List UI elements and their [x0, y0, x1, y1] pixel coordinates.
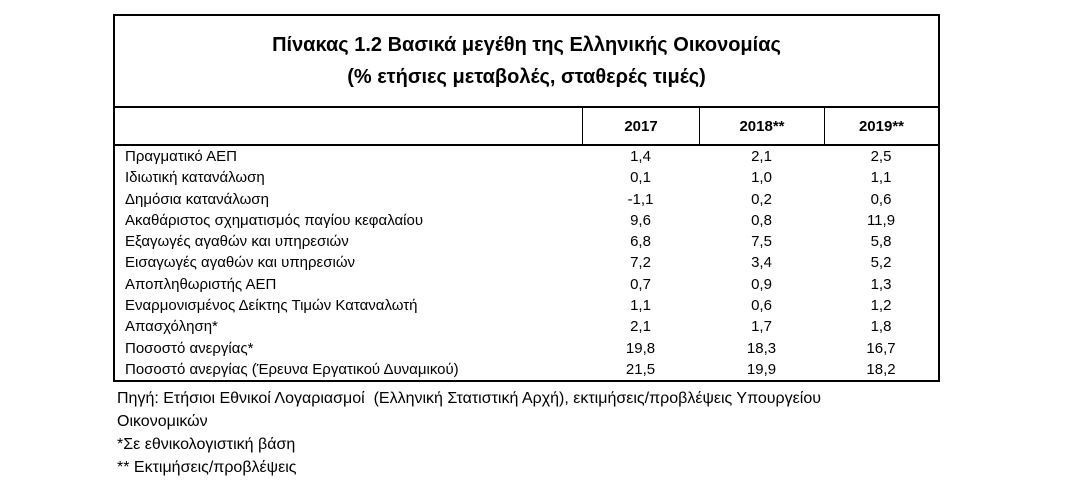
- footnote-single-asterisk: *Σε εθνικολογιστική βάση: [117, 436, 296, 453]
- row-value-2019: 16,7: [866, 339, 896, 357]
- row-value-2018: 7,5: [751, 233, 772, 251]
- row-value-2017: 6,8: [630, 233, 651, 251]
- row-label: Ποσοστό ανεργίας (Έρευνα Εργατικού Δυναμ…: [125, 360, 459, 378]
- table-row: Εισαγωγές αγαθών και υπηρεσιών 7,2 3,4 5…: [115, 252, 938, 273]
- header-cell-2018: 2018**: [699, 108, 824, 144]
- row-label: Πραγματικό ΑΕΠ: [125, 148, 237, 166]
- table-body: Πραγματικό ΑΕΠ 1,4 2,1 2,5 Ιδιωτική κατα…: [115, 146, 938, 380]
- table-row: Δημόσια κατανάλωση -1,1 0,2 0,6: [115, 189, 938, 210]
- row-value-2019: 11,9: [866, 211, 896, 229]
- row-value-2018: 18,3: [746, 339, 777, 357]
- row-value-2019: 1,3: [870, 275, 892, 293]
- row-value-2018: 1,7: [751, 318, 772, 336]
- table-row: Ποσοστό ανεργίας (Έρευνα Εργατικού Δυναμ…: [115, 359, 938, 380]
- row-value-2019: 1,8: [870, 318, 892, 336]
- economy-table: Πίνακας 1.2 Βασικά μεγέθη της Ελληνικής …: [113, 14, 940, 382]
- row-value-2018: 3,4: [751, 254, 772, 272]
- footnote-double-asterisk: ** Εκτιμήσεις/προβλέψεις: [117, 459, 297, 476]
- row-value-2017: -1,1: [627, 190, 654, 208]
- row-label: Αποπληθωριστής ΑΕΠ: [125, 275, 277, 293]
- row-label: Ιδιωτική κατανάλωση: [125, 169, 265, 187]
- row-value-2018: 0,2: [751, 190, 772, 208]
- row-value-2017: 9,6: [630, 211, 651, 229]
- row-label: Ποσοστό ανεργίας*: [125, 339, 254, 357]
- row-value-2017: 0,1: [630, 169, 651, 187]
- row-label: Εισαγωγές αγαθών και υπηρεσιών: [125, 254, 356, 272]
- table-footnotes: Πηγή: Ετήσιοι Εθνικοί Λογαριασμοί (Ελλην…: [117, 387, 962, 479]
- row-value-2019: 5,2: [870, 254, 892, 272]
- row-value-2018: 0,8: [751, 211, 772, 229]
- row-value-2018: 0,9: [751, 275, 772, 293]
- source-note-line1: Πηγή: Ετήσιοι Εθνικοί Λογαριασμοί (Ελλην…: [117, 390, 821, 407]
- row-value-2017: 1,1: [630, 297, 651, 315]
- header-cell-2017: 2017: [582, 108, 699, 144]
- table-row: Ακαθάριστος σχηματισμός παγίου κεφαλαίου…: [115, 210, 938, 231]
- row-value-2017: 7,2: [630, 254, 651, 272]
- row-label: Ακαθάριστος σχηματισμός παγίου κεφαλαίου: [125, 211, 424, 229]
- table-subtitle: (% ετήσιες μεταβολές, σταθερές τιμές): [347, 66, 706, 88]
- row-value-2019: 1,2: [870, 297, 892, 315]
- row-value-2017: 2,1: [630, 318, 651, 336]
- table-row: Εναρμονισμένος Δείκτης Τιμών Καταναλωτή …: [115, 295, 938, 316]
- row-value-2017: 19,8: [625, 339, 656, 357]
- table-title-block: Πίνακας 1.2 Βασικά μεγέθη της Ελληνικής …: [115, 16, 938, 108]
- row-value-2018: 19,9: [746, 360, 777, 378]
- source-note-line2: Οικονομικών: [117, 413, 208, 430]
- row-label: Εξαγωγές αγαθών και υπηρεσιών: [125, 233, 349, 251]
- table-row: Ποσοστό ανεργίας* 19,8 18,3 16,7: [115, 337, 938, 358]
- row-value-2017: 21,5: [625, 360, 656, 378]
- table-row: Ιδιωτική κατανάλωση 0,1 1,0 1,1: [115, 167, 938, 188]
- row-value-2017: 1,4: [630, 148, 651, 166]
- table-title: Πίνακας 1.2 Βασικά μεγέθη της Ελληνικής …: [272, 34, 781, 56]
- row-value-2019: 18,2: [866, 360, 896, 378]
- table-header-row: 2017 2018** 2019**: [115, 108, 938, 146]
- table-row: Πραγματικό ΑΕΠ 1,4 2,1 2,5: [115, 146, 938, 167]
- table-row: Εξαγωγές αγαθών και υπηρεσιών 6,8 7,5 5,…: [115, 231, 938, 252]
- header-cell-empty: [115, 108, 582, 144]
- row-value-2019: 0,6: [870, 190, 892, 208]
- row-value-2018: 2,1: [751, 148, 772, 166]
- header-cell-2019: 2019**: [824, 108, 938, 144]
- row-label: Δημόσια κατανάλωση: [125, 190, 269, 208]
- table-row: Απασχόληση* 2,1 1,7 1,8: [115, 316, 938, 337]
- row-value-2019: 5,8: [870, 233, 892, 251]
- row-value-2018: 0,6: [751, 297, 772, 315]
- table-row: Αποπληθωριστής ΑΕΠ 0,7 0,9 1,3: [115, 274, 938, 295]
- row-value-2017: 0,7: [630, 275, 651, 293]
- row-value-2019: 2,5: [870, 148, 892, 166]
- row-value-2018: 1,0: [751, 169, 772, 187]
- row-label: Απασχόληση*: [125, 318, 218, 336]
- row-label: Εναρμονισμένος Δείκτης Τιμών Καταναλωτή: [125, 297, 418, 315]
- row-value-2019: 1,1: [870, 169, 892, 187]
